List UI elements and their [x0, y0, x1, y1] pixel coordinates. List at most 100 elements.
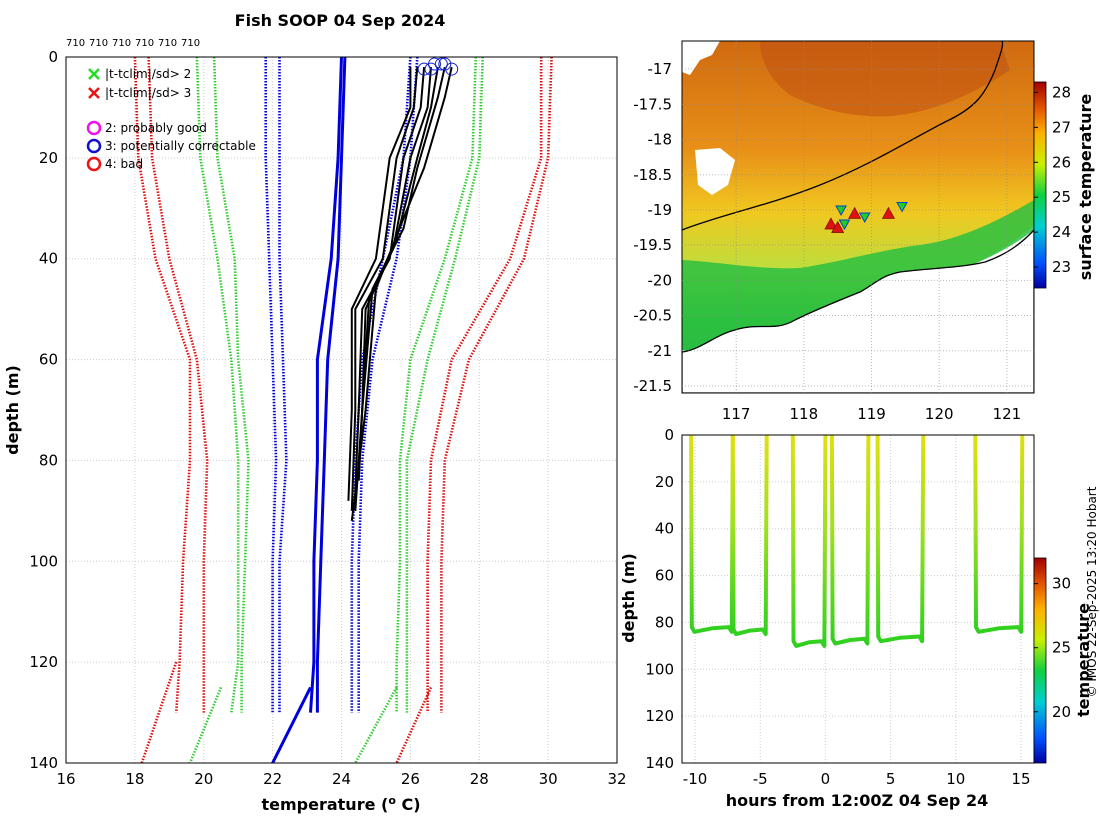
series-clim-1sd-low-b: [278, 57, 288, 713]
legend-marker-x: [88, 68, 100, 80]
series-clim-1sd-high-b: [350, 57, 412, 713]
station-marker-red: [881, 206, 895, 219]
left-ytick-label: 60: [39, 351, 58, 369]
bottom-ytick-label: 0: [664, 426, 674, 444]
series-obs-1: [347, 67, 412, 501]
legend-label: 3: potentially correctable: [105, 139, 256, 153]
series-clim-2sd-low: [195, 57, 240, 713]
temp-colorbar-label: temperature: [1074, 603, 1093, 717]
map-ytick-label: -21: [648, 342, 673, 360]
series-ext-green-low: [188, 686, 223, 763]
left-ytick-label: 80: [39, 451, 58, 469]
map-ytick-label: -18.5: [633, 166, 672, 184]
bottom-xtick-label: 5: [886, 770, 896, 788]
map-xtick-label: 121: [993, 405, 1022, 423]
map-cloud-mask: [695, 148, 735, 195]
map-ytick-label: -20.5: [633, 307, 672, 325]
station-marker-green: [858, 212, 871, 224]
left-ytick-label: 100: [29, 552, 58, 570]
bottom-series: [689, 435, 1025, 648]
sst-colorbar: [1033, 81, 1047, 289]
temp-colorbar-tick-label: 20: [1052, 703, 1071, 721]
left-xtick-label: 26: [401, 770, 420, 788]
bottom-xtick-label: 0: [821, 770, 831, 788]
series-clim-2sd-high-b: [405, 57, 484, 713]
map-ticks: 117 118 119 120 121 -17 -17.5 -18 -18.5 -19 -19.5 -…: [633, 41, 1034, 423]
station-marker-red: [848, 206, 862, 219]
map-ytick-label: -20: [648, 271, 673, 289]
flag-circle: [438, 57, 452, 71]
temp-colorbar: [1033, 557, 1047, 764]
legend: |t-tclim|/sd> 2 |t-tclim|/sd> 3 2: probabl…: [86, 67, 256, 172]
series-ext-green-high: [354, 686, 398, 763]
top-label: 710: [181, 38, 200, 49]
bottom-ytick-label: 80: [655, 613, 674, 631]
flag-circle: [424, 62, 438, 76]
legend-marker-x: [88, 87, 100, 99]
top-label: 710: [112, 38, 131, 49]
deployment-trace: [790, 435, 828, 648]
left-axes-box: [65, 56, 618, 764]
legend-marker-circle: [86, 138, 102, 154]
left-ytick-label: 40: [39, 250, 58, 268]
bottom-ytick-label: 60: [655, 567, 674, 585]
station-marker-green: [896, 201, 908, 213]
series-obs-2: [350, 67, 419, 511]
map-xtick-label: 118: [790, 405, 819, 423]
sst-colorbar-label: surface temperature: [1076, 94, 1095, 281]
series-clim-2sd-high: [395, 57, 478, 713]
series-ext-red-high: [395, 686, 433, 763]
left-xtick-label: 32: [607, 770, 626, 788]
series-obs-3: [354, 67, 426, 491]
series-clim-2sd-low-b: [212, 57, 250, 713]
map-isobath: [682, 41, 1004, 231]
map-xtick-label: 117: [722, 405, 751, 423]
top-label: 710: [89, 38, 108, 49]
map-ytick-label: -17.5: [633, 95, 672, 113]
deployment-trace: [829, 435, 871, 646]
left-ytick-label: 140: [29, 754, 58, 772]
bottom-xtick-label: 15: [1011, 770, 1030, 788]
bottom-xtick-label: 10: [946, 770, 965, 788]
figure-title: Fish SOOP 04 Sep 2024: [235, 11, 446, 30]
sst-colorbar-tick-label: 25: [1052, 188, 1071, 206]
map-ytick-label: -21.5: [633, 377, 672, 395]
map-xtick-label: 119: [857, 405, 886, 423]
deployment-trace: [973, 435, 1025, 634]
series-clim-3sd-high: [426, 57, 543, 713]
map-ytick-label: -19.5: [633, 236, 672, 254]
flag-circle: [417, 62, 431, 76]
deployment-trace: [875, 435, 926, 644]
left-xtick-label: 24: [332, 770, 351, 788]
left-ytick-label: 120: [29, 653, 58, 671]
left-series: [133, 57, 553, 763]
sst-colorbar-tick-label: 27: [1052, 118, 1071, 136]
series-ext-red-low: [140, 661, 178, 763]
map-warm-patch: [760, 41, 1010, 117]
station-marker-green: [838, 219, 851, 231]
left-xlabel: temperature (o C): [261, 794, 420, 814]
sst-colorbar-ticks: 23 24 25 26 27 28: [1034, 83, 1071, 276]
legend-label: |t-tclim|/sd> 2: [105, 67, 191, 81]
map-cool-band: [682, 200, 1034, 352]
map-xtick-label: 120: [925, 405, 954, 423]
series-obs-7: [350, 66, 453, 522]
series-clim-3sd-high-b: [440, 57, 553, 713]
left-xtick-label: 16: [56, 770, 75, 788]
bottom-xlabel: hours from 12:00Z 04 Sep 24: [726, 791, 988, 810]
station-marker-red: [824, 217, 838, 230]
bottom-ytick-label: 40: [655, 520, 674, 538]
left-xtick-label: 18: [125, 770, 144, 788]
series-ext-blue-mean: [271, 686, 312, 763]
map-ytick-label: -17: [648, 60, 673, 78]
left-ticks: 16 18 20 22 24 26 28 30 32 0 20 40 60 80 100 120 140: [29, 48, 626, 788]
top-label: 710: [135, 38, 154, 49]
temp-colorbar-ticks: 20 25 30: [1034, 575, 1071, 721]
map-plot: [682, 41, 1034, 393]
flag-circle: [445, 62, 459, 76]
series-obs-6: [354, 66, 446, 511]
temp-colorbar-tick-label: 30: [1052, 575, 1071, 593]
left-xtick-label: 20: [194, 770, 213, 788]
left-xtick-label: 22: [263, 770, 282, 788]
